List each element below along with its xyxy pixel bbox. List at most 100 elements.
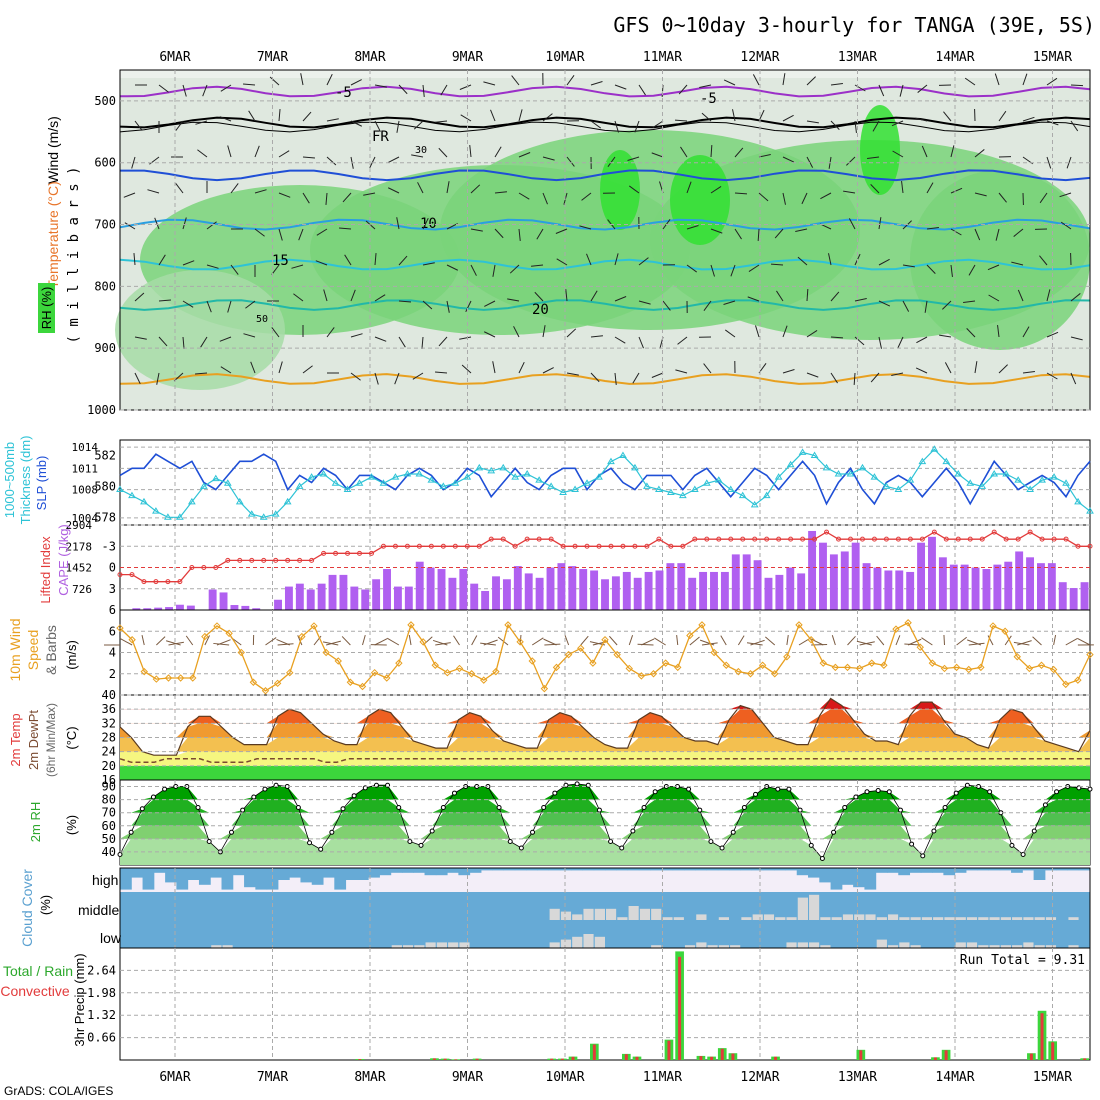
rh-contour-fill [860, 105, 900, 195]
wind-barb [422, 262, 435, 266]
thickness-point [906, 476, 915, 483]
rh-point [541, 804, 547, 810]
cloud-bar [841, 892, 854, 920]
cloud-gap [1068, 945, 1079, 948]
wind-barb [408, 634, 412, 646]
wind-barb [182, 336, 185, 349]
cloud-gap [730, 945, 741, 948]
cloud-gap [978, 945, 989, 948]
cloud-bar [898, 892, 911, 920]
cloud-high-bar [706, 868, 719, 871]
cloud-bar [210, 892, 223, 920]
li-point [991, 529, 997, 535]
cloud-gap [673, 917, 684, 920]
li-point [740, 536, 746, 542]
wind-barb [782, 73, 786, 86]
cloud-bar [514, 920, 527, 948]
cloud-bar [932, 920, 944, 948]
precip-convective-bar [731, 1053, 735, 1060]
wind-barb [440, 84, 448, 96]
cape-bar [404, 586, 413, 610]
wind-barb [350, 372, 361, 381]
cloud-bar [977, 892, 989, 920]
wind-barb [1070, 372, 1077, 385]
li-point [572, 543, 578, 549]
cloud-gap [763, 914, 775, 920]
cloud-bar [255, 920, 268, 948]
li-point [380, 543, 386, 549]
cloud-gap [921, 917, 933, 920]
li-point [213, 565, 219, 570]
wind-speed-point [1025, 664, 1034, 673]
li-point [285, 557, 291, 563]
cloud-gap [651, 908, 662, 920]
wind-speed-point [492, 667, 500, 676]
rh-point [853, 794, 859, 800]
wind-barb [674, 119, 688, 122]
wind-barb [1011, 261, 1024, 266]
thickness-point [918, 457, 927, 465]
wind-barb [293, 293, 304, 302]
wind-barb [536, 228, 544, 240]
cloud-bar [898, 920, 911, 948]
wind-10m-panel: 2 4 6 [104, 609, 1094, 696]
cloud-gap [1000, 945, 1012, 948]
rh-point [641, 804, 647, 810]
cloud-bar [153, 892, 166, 920]
wind-barb [291, 264, 304, 269]
label-precip: 3hr Precip (mm) [72, 953, 87, 1046]
wind-barb [1013, 641, 1030, 646]
wind-barb [899, 84, 904, 97]
li-point [416, 543, 422, 549]
cloud-high-bar [898, 868, 911, 876]
cloud-high-bar [447, 868, 459, 873]
cape-bar [372, 579, 381, 610]
li-point [117, 572, 123, 578]
wind-barb [810, 638, 824, 646]
cloud-high-bar [582, 868, 595, 871]
cloud-high-bar [413, 868, 426, 873]
label-6hr-minmax: (6hr Min/Max) [44, 703, 58, 777]
cape-bar [317, 583, 326, 610]
cloud-bar [785, 920, 798, 948]
cloud-high-bar [853, 868, 865, 888]
precip-tick-label: 2.64 [87, 963, 116, 977]
cloud-bar [774, 920, 786, 948]
wind-barb [134, 120, 143, 131]
cloud-bar [379, 920, 392, 948]
wind-speed-point [637, 672, 646, 680]
cloud-high-bar [785, 868, 798, 871]
cloud-bar [808, 920, 820, 948]
cloud-bar [424, 920, 437, 948]
cloud-bar [740, 920, 753, 948]
wind-speed-point [940, 664, 949, 673]
precip-convective-bar [710, 1056, 714, 1060]
wind-speed-point [892, 625, 900, 633]
wind-speed-point [758, 661, 767, 669]
wind-barb [926, 264, 936, 274]
wind-barb [471, 635, 478, 646]
cloud-bar [323, 892, 335, 920]
wind-speed-point [661, 659, 670, 667]
wind-barb [230, 183, 239, 194]
label-temperature: Temperature (°C) [45, 181, 61, 289]
wind-barb [531, 637, 544, 646]
cloud-bar [244, 892, 256, 920]
cape-bar [132, 608, 141, 610]
wind-barb [507, 298, 520, 302]
rh-band [120, 812, 1090, 826]
cloud-bar [345, 920, 358, 948]
wind-barb [1046, 331, 1059, 338]
cloud-bar [447, 920, 459, 948]
isotherm-label: -5 [700, 91, 717, 107]
cloud-bar [232, 892, 245, 920]
wind-barb [1053, 634, 1057, 646]
wind-barb [134, 336, 147, 340]
cape-bar [1058, 582, 1067, 610]
thickness-point [583, 479, 591, 486]
wind-barb [758, 154, 771, 158]
wind-barb [134, 372, 141, 385]
rh-point [418, 842, 424, 848]
wind-barb [245, 300, 256, 309]
